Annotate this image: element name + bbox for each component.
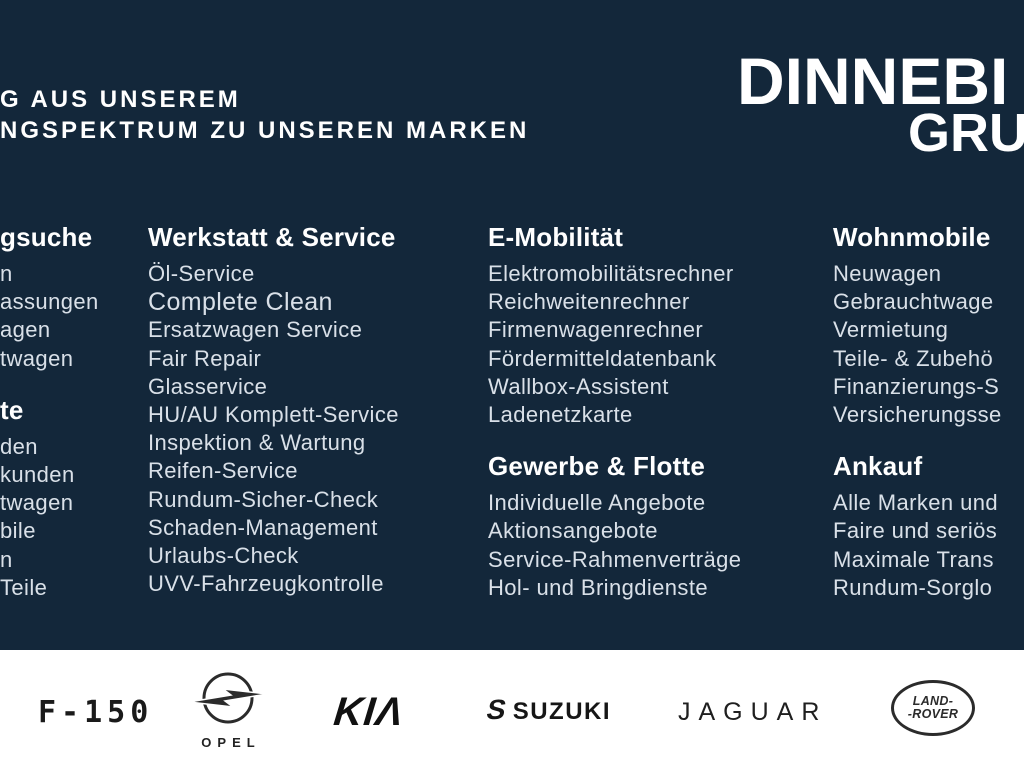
footer-section: te den kunden twagen bile n Teile (0, 395, 99, 602)
footer-column-wohnmobile: Wohnmobile Neuwagen Gebrauchtwage Vermie… (833, 222, 1002, 602)
footer-link[interactable]: Rundum-Sorglo (833, 574, 993, 600)
footer-column-vehicle-search: gsuche n assungen agen twagen te den kun… (0, 222, 99, 602)
footer-link[interactable]: Öl-Service (148, 261, 255, 286)
footer-link[interactable]: Teile (0, 574, 48, 600)
footer-section: Werkstatt & Service Öl-Service Complete … (148, 222, 399, 598)
suzuki-logo[interactable]: S SUZUKI (483, 694, 612, 726)
footer-link[interactable]: Wallbox-Assistent (488, 373, 669, 399)
footer-link[interactable]: assungen (0, 289, 99, 315)
section-heading[interactable]: Ankauf (833, 451, 923, 482)
tagline-line-1: G AUS UNSEREM (0, 86, 241, 113)
opel-wordmark: OPEL (201, 735, 261, 750)
ford-f150-logo[interactable]: F-150 (38, 695, 154, 730)
footer-column-werkstatt-service: Werkstatt & Service Öl-Service Complete … (148, 222, 399, 598)
brand-logo-bar: F-150 OPEL KIΛ S SUZUKI JAGUAR LAND- -ROV… (0, 650, 1024, 768)
section-heading[interactable]: Werkstatt & Service (148, 222, 396, 252)
footer-link[interactable]: Glasservice (148, 373, 268, 399)
footer-link[interactable]: Teile- & Zubehö (833, 345, 994, 371)
footer-link[interactable]: Complete Clean (148, 288, 333, 317)
footer-link[interactable]: Faire und seriös (833, 518, 998, 544)
footer-link[interactable]: Maximale Trans (833, 546, 994, 572)
section-heading[interactable]: Wohnmobile (833, 222, 991, 252)
footer-link[interactable]: UVV-Fahrzeugkontrolle (148, 571, 384, 597)
footer-link[interactable]: Reichweitenrechner (488, 289, 690, 315)
suzuki-s-icon: S (483, 694, 510, 725)
footer-link[interactable]: Aktionsangebote (488, 518, 658, 544)
jaguar-logo[interactable]: JAGUAR (678, 698, 828, 726)
footer-link[interactable]: bile (0, 518, 36, 544)
footer-link[interactable]: kunden (0, 462, 75, 488)
footer-link[interactable]: Urlaubs-Check (148, 543, 299, 569)
footer-section: Gewerbe & Flotte Individuelle Angebote A… (488, 451, 741, 602)
land-rover-oval-badge[interactable]: LAND- -ROVER (891, 680, 975, 736)
section-heading[interactable]: te (0, 394, 24, 425)
footer-link[interactable]: Versicherungsse (833, 402, 1002, 428)
footer-link[interactable]: twagen (0, 490, 74, 516)
section-heading[interactable]: E-Mobilität (488, 222, 624, 252)
footer-link[interactable]: Fair Repair (148, 345, 262, 371)
footer-link[interactable]: agen (0, 317, 51, 343)
footer-link[interactable]: Schaden-Management (148, 514, 378, 540)
footer-link[interactable]: Reifen-Service (148, 458, 298, 484)
footer-section: Ankauf Alle Marken und Faire und seriös … (833, 451, 1002, 602)
opel-logo[interactable]: OPEL (188, 670, 268, 750)
footer-section: E-Mobilität Elektromobilitätsrechner Rei… (488, 222, 741, 429)
footer-link[interactable]: Service-Rahmenverträge (488, 546, 742, 572)
footer-column-emobility: E-Mobilität Elektromobilitätsrechner Rei… (488, 222, 741, 602)
footer-link[interactable]: n (0, 261, 13, 286)
footer-link[interactable]: Gebrauchtwage (833, 289, 994, 315)
suzuki-wordmark: SUZUKI (512, 698, 612, 725)
footer-link[interactable]: Rundum-Sicher-Check (148, 486, 379, 512)
footer-link[interactable]: HU/AU Komplett-Service (148, 402, 399, 428)
footer-link[interactable]: twagen (0, 345, 74, 371)
footer-link[interactable]: den (0, 433, 38, 459)
opel-blitz-icon (188, 672, 268, 724)
footer-link[interactable]: Individuelle Angebote (488, 490, 706, 516)
tagline-line-2: NGSPEKTRUM ZU UNSEREN MARKEN (0, 117, 530, 144)
land-rover-wordmark-bottom: -ROVER (907, 707, 959, 721)
footer-section: gsuche n assungen agen twagen (0, 222, 99, 373)
section-heading[interactable]: gsuche (0, 222, 93, 252)
footer-link[interactable]: Fördermitteldatenbank (488, 345, 717, 371)
footer-link[interactable]: Ersatzwagen Service (148, 317, 363, 343)
company-logo-line-2: GRUP (908, 103, 1024, 163)
footer-link[interactable]: Elektromobilitätsrechner (488, 261, 734, 286)
footer-link[interactable]: Alle Marken und (833, 490, 998, 516)
kia-logo[interactable]: KIΛ (331, 690, 406, 734)
footer-link[interactable]: Hol- und Bringdienste (488, 574, 708, 600)
footer-link[interactable]: Inspektion & Wartung (148, 430, 366, 456)
land-rover-wordmark-top: LAND- (912, 694, 954, 708)
footer-link[interactable]: Vermietung (833, 317, 949, 343)
company-logo-line-1: DINNEBI (737, 44, 1009, 118)
footer-link[interactable]: n (0, 546, 13, 572)
footer-link[interactable]: Ladenetzkarte (488, 402, 633, 428)
tagline: G AUS UNSEREM NGSPEKTRUM ZU UNSEREN MARK… (0, 84, 529, 146)
footer-link[interactable]: Neuwagen (833, 261, 942, 286)
section-heading[interactable]: Gewerbe & Flotte (488, 451, 706, 482)
footer-section: Wohnmobile Neuwagen Gebrauchtwage Vermie… (833, 222, 1002, 429)
footer-link[interactable]: Finanzierungs-S (833, 373, 1000, 399)
footer-link[interactable]: Firmenwagenrechner (488, 317, 704, 343)
